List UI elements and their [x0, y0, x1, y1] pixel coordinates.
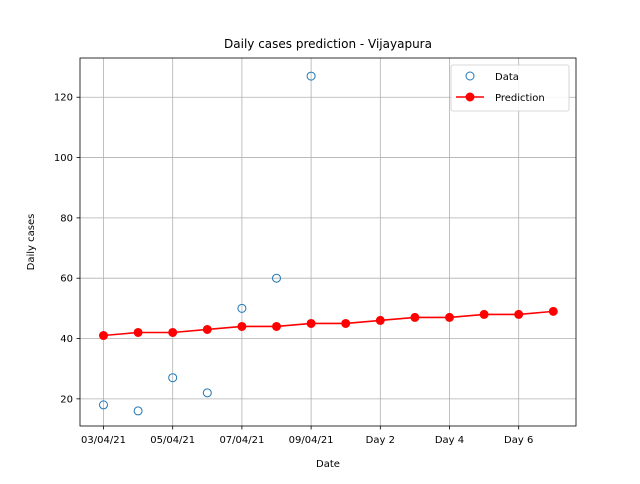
series-layer: [99, 71, 558, 416]
prediction-point: [410, 312, 420, 322]
y-tick-label: 40: [60, 334, 73, 345]
prediction-point: [445, 312, 454, 322]
prediction-point: [272, 321, 281, 331]
data-point: [202, 388, 212, 398]
y-tick-label: 80: [60, 213, 73, 224]
prediction-point: [375, 315, 385, 325]
legend-box: [450, 64, 570, 112]
data-point: [306, 71, 316, 81]
x-tick-label: 09/04/21: [289, 435, 334, 446]
prediction-point: [514, 309, 524, 319]
plot-frame: [79, 57, 577, 427]
y-tick-label: 20: [60, 394, 73, 405]
x-tick-label: Day 6: [504, 435, 533, 446]
prediction-point: [133, 327, 143, 337]
legend: Data Prediction: [450, 64, 570, 112]
x-axis-label: Date: [316, 459, 340, 470]
chart-title: Daily cases prediction - Vijayapura: [224, 37, 432, 51]
y-tick-label: 120: [54, 93, 73, 104]
prediction-point: [168, 327, 178, 337]
x-tick-label: 07/04/21: [219, 435, 264, 446]
prediction-point: [99, 331, 108, 341]
prediction-point: [479, 309, 489, 319]
prediction-point: [202, 324, 212, 334]
prediction-line: [103, 310, 554, 337]
grid: [80, 58, 576, 426]
prediction-point: [237, 321, 247, 331]
legend-marker-swatch: [465, 92, 475, 102]
data-point: [99, 400, 108, 410]
y-tick-label: 100: [54, 153, 73, 164]
legend-label: Prediction: [495, 93, 545, 104]
legend-marker-swatch: [465, 71, 475, 81]
x-tick-label: 03/04/21: [81, 435, 126, 446]
x-tick-label: Day 4: [435, 435, 464, 446]
y-tick-label: 60: [60, 274, 73, 285]
data-point: [168, 373, 178, 383]
ticks: 03/04/21 05/04/21 07/04/21 09/04/21 Day 2 Day…: [54, 93, 533, 446]
legend-label: Data: [495, 72, 519, 83]
x-tick-label: 05/04/21: [150, 435, 195, 446]
data-point: [237, 303, 247, 313]
data-point: [272, 273, 281, 283]
prediction-point: [341, 318, 351, 328]
prediction-point: [306, 318, 316, 328]
prediction-point: [548, 306, 558, 316]
x-tick-label: Day 2: [366, 435, 395, 446]
y-axis-label: Daily cases: [26, 214, 37, 271]
data-point: [133, 406, 143, 416]
